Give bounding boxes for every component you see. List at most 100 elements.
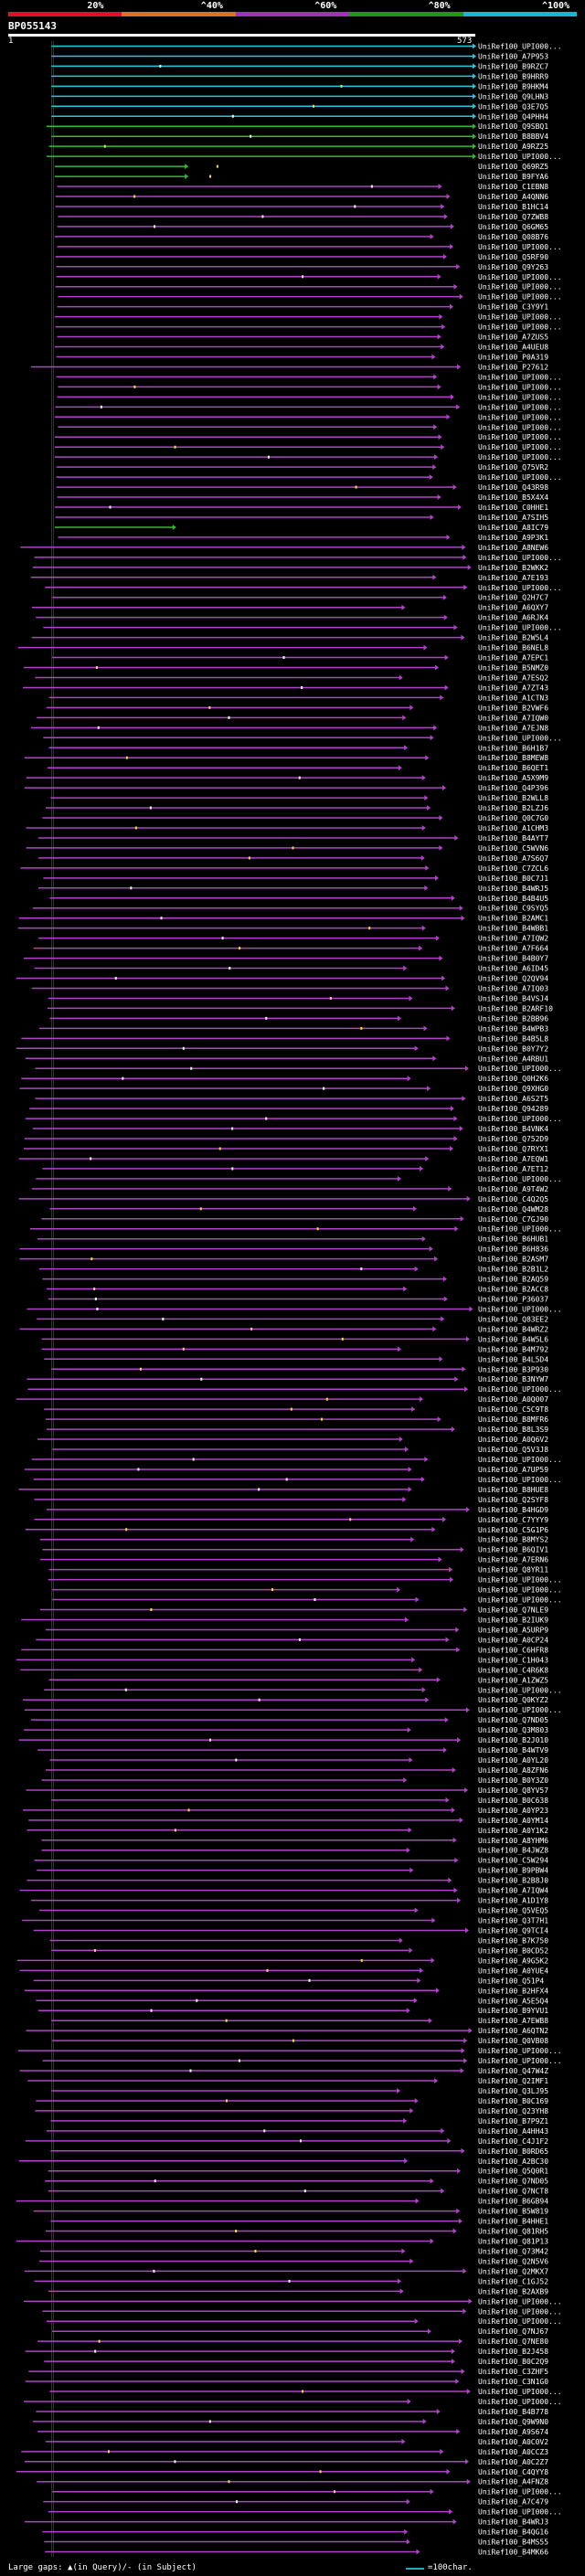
hit-end-marker bbox=[468, 2028, 473, 2034]
gap-mark bbox=[124, 1688, 127, 1691]
hit-end-marker bbox=[424, 795, 429, 801]
hit-end-marker bbox=[430, 2238, 434, 2244]
hit-end-marker bbox=[446, 2468, 451, 2475]
hit-end-marker bbox=[407, 2398, 411, 2404]
hit-label: UniRef100_B4AYT7 bbox=[478, 834, 548, 843]
hit-end-marker bbox=[439, 1356, 443, 1362]
hit-label: UniRef100_UPI000... bbox=[478, 2488, 562, 2496]
hit-label: UniRef100_A9RZ25 bbox=[478, 143, 548, 151]
hit-end-marker bbox=[432, 464, 437, 471]
gap-mark bbox=[250, 134, 252, 138]
hit-label: UniRef100_B6NEL8 bbox=[478, 644, 548, 652]
hit-end-marker bbox=[457, 504, 462, 511]
hit-label: UniRef100_Q43R98 bbox=[478, 483, 548, 492]
hit-label: UniRef100_UPI000... bbox=[478, 1686, 562, 1694]
hit-end-marker bbox=[473, 133, 476, 140]
hit-end-marker bbox=[473, 53, 476, 59]
hit-label: UniRef100_Q73M42 bbox=[478, 2247, 548, 2255]
hit-label: UniRef100_UPI000... bbox=[478, 1385, 562, 1394]
hit-label: UniRef100_A0Q6V2 bbox=[478, 1436, 548, 1444]
hit-end-marker bbox=[442, 1276, 447, 1282]
gap-mark bbox=[150, 1608, 153, 1612]
hit-label: UniRef100_B2HFX4 bbox=[478, 1987, 548, 1995]
hit-end-marker bbox=[431, 1917, 436, 1924]
hit-end-marker bbox=[452, 484, 457, 491]
hit-end-marker bbox=[458, 2218, 463, 2224]
hit-label: UniRef100_C4R6K8 bbox=[478, 1666, 548, 1674]
hit-end-marker bbox=[463, 2308, 467, 2315]
hit-label: UniRef100_A7ET12 bbox=[478, 1165, 548, 1173]
identity-pct-label: ^40% bbox=[200, 1, 223, 11]
hit-end-marker bbox=[458, 2338, 463, 2345]
gap-mark bbox=[134, 826, 137, 830]
gap-mark bbox=[300, 2139, 303, 2143]
gap-mark bbox=[139, 1367, 142, 1371]
hit-label: UniRef100_Q7NCT8 bbox=[478, 2188, 548, 2196]
hit-label: UniRef100_Q2MKX7 bbox=[478, 2267, 548, 2275]
gap-mark bbox=[334, 2490, 336, 2494]
hit-label: UniRef100_UPI000... bbox=[478, 153, 562, 161]
hit-end-marker bbox=[404, 745, 409, 751]
hit-label: UniRef100_UPI000... bbox=[478, 584, 562, 592]
gap-mark bbox=[236, 2500, 239, 2504]
hit-end-marker bbox=[403, 1286, 408, 1292]
hit-end-marker bbox=[461, 2369, 465, 2375]
hit-end-marker bbox=[442, 594, 447, 600]
gap-mark bbox=[90, 1157, 92, 1161]
gap-mark bbox=[216, 164, 218, 168]
hit-end-marker bbox=[454, 1376, 459, 1383]
hit-label: UniRef100_UPI000... bbox=[478, 323, 562, 332]
gap-mark bbox=[199, 1207, 202, 1211]
identity-pct-label: 20% bbox=[87, 1, 104, 11]
hit-end-marker bbox=[414, 1266, 419, 1272]
query-start-label: 1 bbox=[8, 37, 14, 46]
scale-bar bbox=[406, 2568, 424, 2570]
hit-end-marker bbox=[409, 1757, 413, 1764]
hit-label: UniRef100_UPI000... bbox=[478, 1456, 562, 1464]
hit-end-marker bbox=[440, 2448, 444, 2454]
hit-end-marker bbox=[453, 1116, 458, 1122]
hit-label: UniRef100_B2ARF10 bbox=[478, 1004, 553, 1012]
hit-end-marker bbox=[456, 2208, 461, 2214]
gap-mark bbox=[329, 996, 332, 1000]
hit-end-marker bbox=[430, 2178, 434, 2184]
gap-mark bbox=[308, 1978, 311, 1982]
hit-label: UniRef100_C3ZHF5 bbox=[478, 2368, 548, 2376]
gap-mark bbox=[95, 666, 98, 670]
hit-label: UniRef100_A7S6Q7 bbox=[478, 854, 548, 863]
hit-end-marker bbox=[419, 1667, 423, 1673]
hit-label: UniRef100_A6QTN2 bbox=[478, 2027, 548, 2035]
hit-end-marker bbox=[432, 1055, 437, 1062]
hit-end-marker bbox=[423, 1025, 428, 1032]
hit-end-marker bbox=[451, 1807, 455, 1813]
hit-label: UniRef100_UPI000... bbox=[478, 1476, 562, 1484]
gap-mark bbox=[360, 1026, 363, 1030]
gap-mark bbox=[150, 2009, 153, 2012]
hit-label: UniRef100_B2B1L2 bbox=[478, 1266, 548, 1274]
gap-mark bbox=[325, 1397, 328, 1401]
gap-mark bbox=[153, 2269, 155, 2273]
identity-pct-label: ^60% bbox=[314, 1, 337, 11]
hit-end-marker bbox=[454, 1225, 459, 1232]
gap-mark bbox=[238, 2059, 240, 2062]
hit-end-marker bbox=[456, 2428, 461, 2434]
hit-label: UniRef100_A5X9M9 bbox=[478, 774, 548, 782]
gap-mark bbox=[265, 1016, 268, 1020]
hit-label: UniRef100_UPI000... bbox=[478, 383, 562, 391]
hit-end-marker bbox=[429, 1246, 433, 1252]
hit-end-marker bbox=[407, 1727, 411, 1733]
hit-label: UniRef100_B4B5L8 bbox=[478, 1034, 548, 1043]
hit-end-marker bbox=[441, 203, 445, 209]
hit-label: UniRef100_Q8YR11 bbox=[478, 1566, 548, 1574]
hit-end-marker bbox=[433, 424, 438, 430]
hit-end-marker bbox=[403, 965, 408, 971]
hit-end-marker bbox=[449, 2508, 453, 2515]
hit-end-marker bbox=[425, 1155, 430, 1161]
hit-end-marker bbox=[438, 184, 442, 190]
gap-mark bbox=[192, 1458, 195, 1461]
hit-end-marker bbox=[413, 1998, 418, 2004]
hit-end-marker bbox=[461, 634, 465, 641]
hit-end-marker bbox=[442, 785, 447, 791]
hit-label: UniRef100_B4WRJ3 bbox=[478, 2518, 548, 2527]
hit-label: UniRef100_Q9XHG0 bbox=[478, 1085, 548, 1093]
